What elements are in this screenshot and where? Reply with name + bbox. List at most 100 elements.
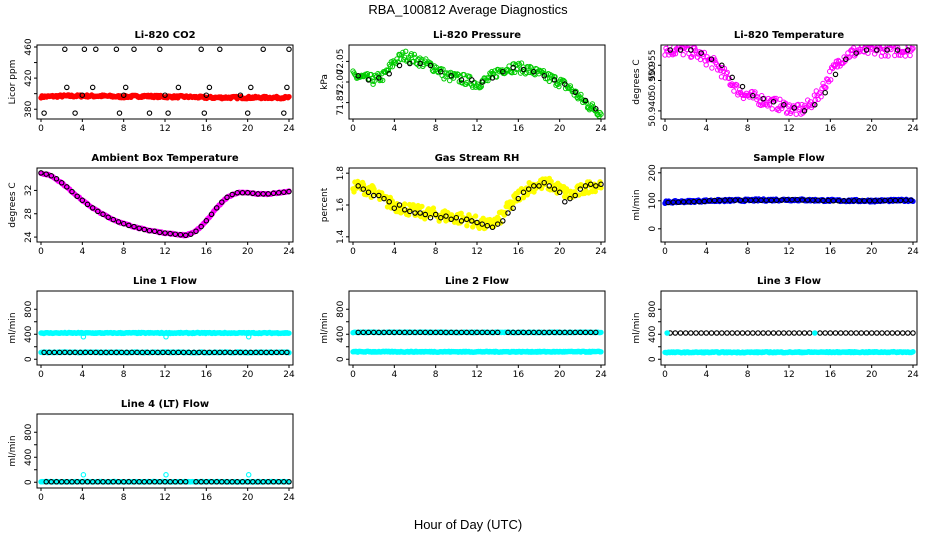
data-point (244, 110, 251, 116)
data-point (556, 329, 563, 336)
data-point (82, 349, 89, 356)
data-point (598, 349, 604, 355)
data-point (270, 479, 277, 485)
x-tick-label: 24 (283, 370, 295, 380)
data-point (708, 56, 715, 62)
data-point (770, 330, 777, 336)
data-point (729, 74, 735, 81)
series-1 (350, 48, 604, 119)
data-point (84, 201, 91, 208)
data-point (894, 330, 901, 336)
data-point (520, 189, 527, 196)
x-tick-label: 4 (79, 370, 85, 380)
x-tick-label: 0 (38, 493, 44, 503)
data-point (286, 94, 292, 100)
data-point (541, 329, 547, 336)
data-point (448, 329, 454, 336)
data-point (177, 479, 184, 485)
data-point (411, 51, 417, 58)
data-point (665, 199, 671, 206)
data-point (427, 329, 434, 336)
data-point (275, 190, 282, 196)
x-tick-label: 16 (825, 247, 837, 257)
data-point (242, 349, 249, 356)
data-point (781, 330, 787, 336)
data-point (722, 197, 728, 203)
data-point (167, 230, 173, 237)
data-point (889, 330, 896, 336)
data-point (881, 46, 887, 52)
data-point (248, 84, 254, 91)
data-point (400, 49, 406, 56)
series-3 (664, 330, 818, 336)
x-tick-label: 4 (391, 247, 397, 257)
data-point (58, 180, 65, 186)
data-point (72, 110, 78, 116)
x-tick-label: 4 (703, 247, 709, 257)
data-point (494, 221, 501, 227)
data-point (843, 56, 849, 62)
data-point (355, 329, 361, 336)
data-point (843, 330, 849, 336)
data-point (479, 79, 485, 85)
data-point (391, 205, 398, 211)
data-point (149, 349, 156, 356)
data-point (853, 330, 859, 336)
data-point (758, 197, 764, 203)
data-point (675, 199, 682, 205)
data-point (791, 105, 797, 111)
data-point (541, 73, 547, 79)
data-point (273, 349, 280, 356)
data-point (672, 51, 679, 57)
data-point (167, 479, 173, 485)
data-point (245, 472, 252, 478)
data-point (899, 330, 906, 336)
data-point (146, 110, 153, 116)
data-point (163, 472, 169, 478)
y-axis-label: kPa (320, 74, 330, 90)
data-point (110, 479, 117, 485)
data-point (43, 171, 49, 177)
data-point (281, 189, 287, 195)
series-2 (38, 170, 292, 239)
y-tick-label: 72.00 (336, 69, 346, 95)
data-point (760, 95, 766, 102)
data-point (717, 197, 723, 204)
data-point (115, 479, 122, 485)
data-point (670, 51, 677, 57)
data-point (265, 191, 272, 197)
data-point (402, 201, 408, 207)
data-point (120, 220, 127, 227)
data-point (856, 198, 863, 204)
data-point (572, 329, 578, 336)
data-point (95, 479, 101, 485)
panel-points (350, 175, 604, 232)
data-point (260, 479, 266, 485)
data-point (562, 329, 568, 336)
data-point (548, 178, 554, 185)
data-point (234, 190, 241, 196)
data-point (567, 83, 574, 89)
y-tick-label: 400 (24, 448, 34, 465)
data-point (796, 330, 803, 336)
y-tick-label: 380 (24, 100, 34, 117)
y-tick-label: 100 (648, 192, 658, 209)
series-2 (667, 330, 916, 336)
data-point (902, 53, 908, 59)
x-tick-label: 16 (825, 370, 837, 380)
panel-title: Line 4 (LT) Flow (121, 399, 209, 410)
data-point (525, 329, 532, 336)
data-point (64, 184, 70, 190)
data-point (217, 46, 223, 53)
data-point (892, 197, 899, 204)
x-tick-label: 16 (201, 370, 213, 380)
data-point (126, 222, 132, 229)
panel-7: Line 1 Flow 0 4 8 12 16 20 24 0 400 800 ml/min (8, 276, 295, 380)
data-point (474, 329, 480, 336)
data-point (407, 60, 413, 67)
data-point (229, 479, 235, 485)
data-point (688, 330, 694, 336)
panel-points (662, 196, 916, 207)
data-point (136, 225, 142, 232)
data-point (281, 110, 287, 116)
